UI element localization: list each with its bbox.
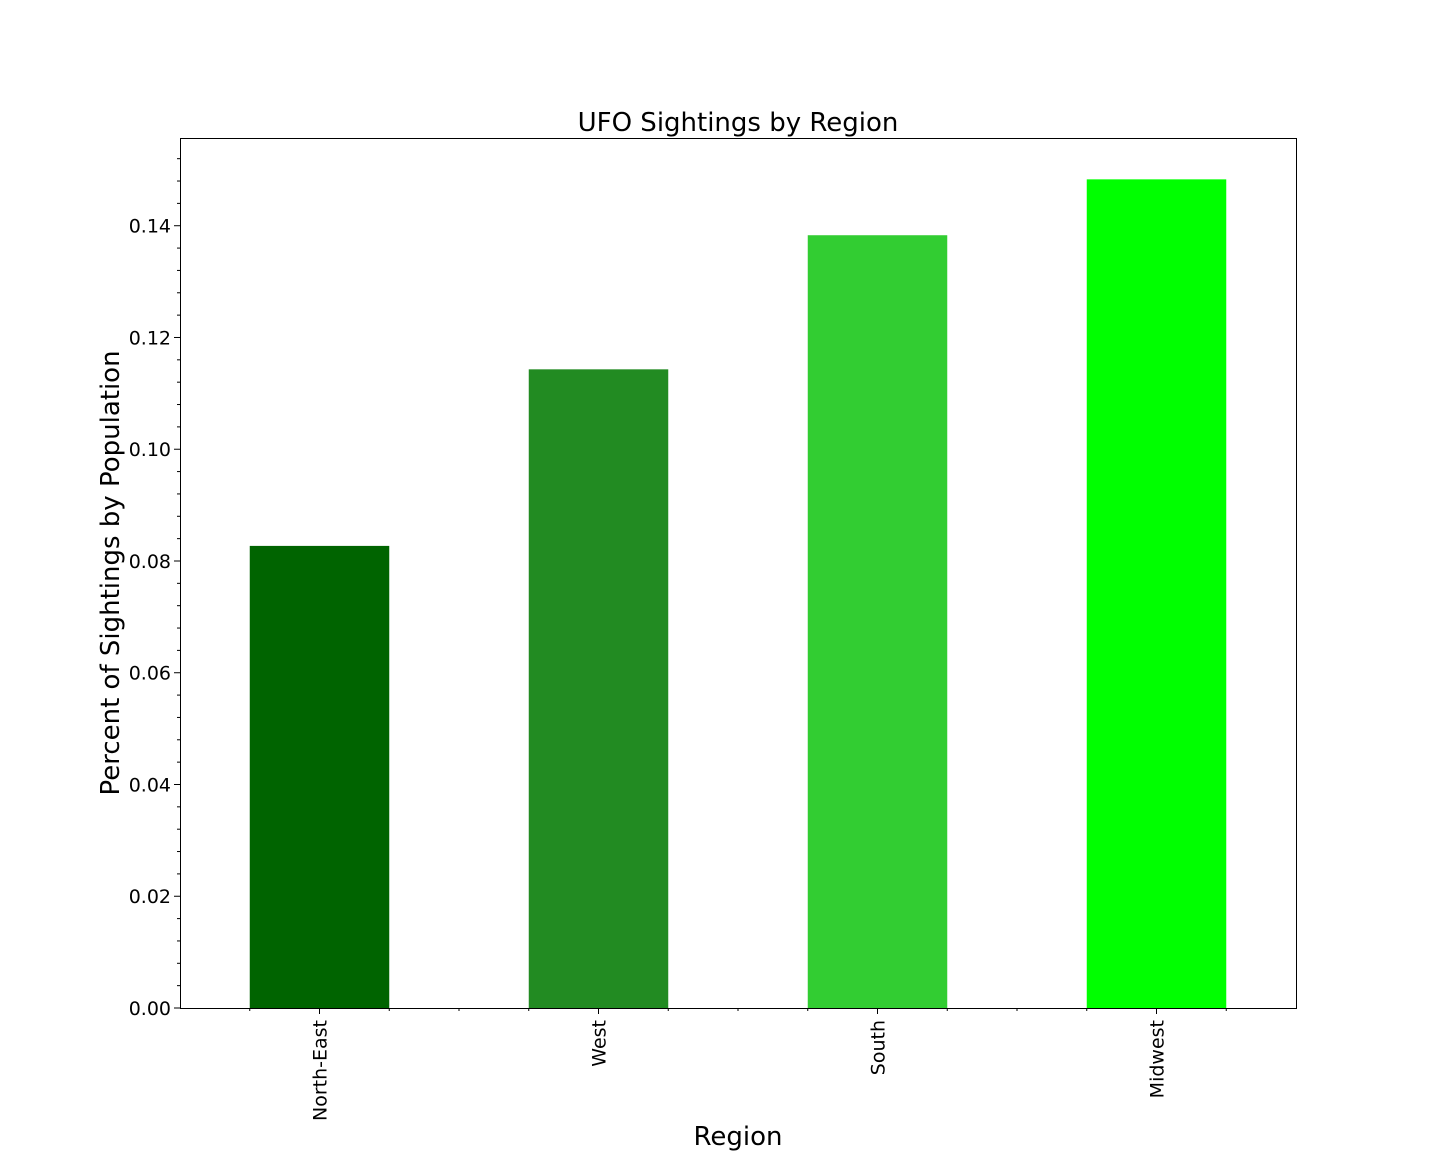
y-tick-label: 0.14 [129,216,171,238]
y-tick-label: 0.06 [129,663,171,685]
y-tick-label: 0.08 [129,551,171,573]
x-tick-label: Midwest [1147,1020,1169,1098]
bar-south [807,235,948,1008]
y-tick-label: 0.02 [129,886,171,908]
plot-frame [180,138,1297,1009]
bar-midwest [1086,179,1227,1008]
bar-west [528,369,669,1008]
y-tick-label: 0.00 [129,998,171,1020]
y-tick-label: 0.12 [129,327,171,349]
chart-title: UFO Sightings by Region [578,108,899,138]
bars-group [249,179,1227,1008]
y-tick-label: 0.04 [129,774,171,796]
y-axis: 0.00 0.02 0.04 0.06 0.08 0.10 0.12 0.14 [129,158,180,1020]
x-axis-label: Region [693,1122,782,1152]
x-tick-label: North-East [310,1020,332,1121]
x-tick-label: South [868,1020,890,1075]
y-axis-label: Percent of Sightings by Population [96,350,126,795]
bar-north-east [249,545,390,1008]
x-tick-label: West [589,1020,611,1067]
y-tick-label: 0.10 [129,439,171,461]
x-axis: North-East West South Midwest [249,1008,1227,1121]
